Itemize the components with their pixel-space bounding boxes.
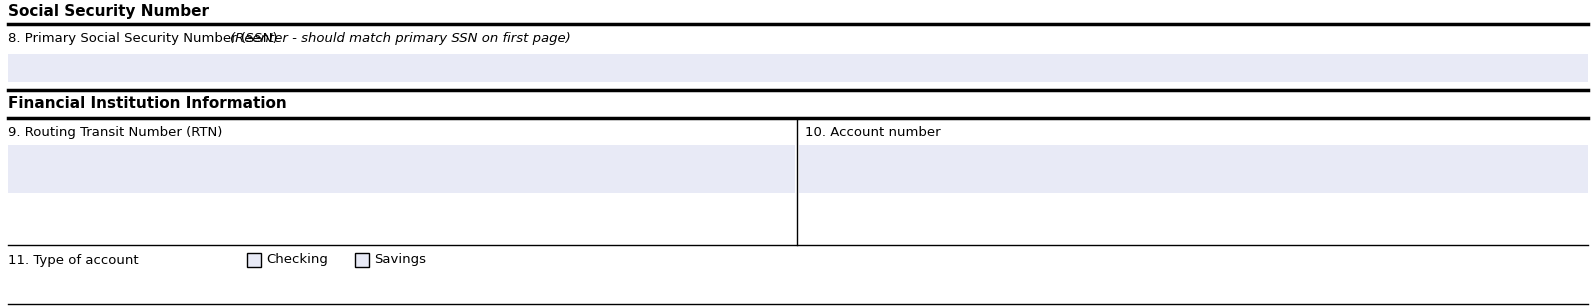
- Bar: [247, 253, 262, 267]
- Text: 10. Account number: 10. Account number: [804, 126, 940, 139]
- Bar: [800, 145, 1588, 193]
- Text: 11. Type of account: 11. Type of account: [8, 254, 139, 267]
- Text: Checking: Checking: [267, 253, 327, 266]
- Bar: [8, 54, 1588, 82]
- Text: Savings: Savings: [373, 253, 426, 266]
- Text: 9. Routing Transit Number (RTN): 9. Routing Transit Number (RTN): [8, 126, 222, 139]
- Bar: [8, 145, 795, 193]
- Bar: [354, 253, 369, 267]
- Text: (Reenter - should match primary SSN on first page): (Reenter - should match primary SSN on f…: [230, 32, 571, 45]
- Text: Social Security Number: Social Security Number: [8, 4, 209, 19]
- Text: Financial Institution Information: Financial Institution Information: [8, 96, 287, 111]
- Text: 8. Primary Social Security Number (SSN): 8. Primary Social Security Number (SSN): [8, 32, 282, 45]
